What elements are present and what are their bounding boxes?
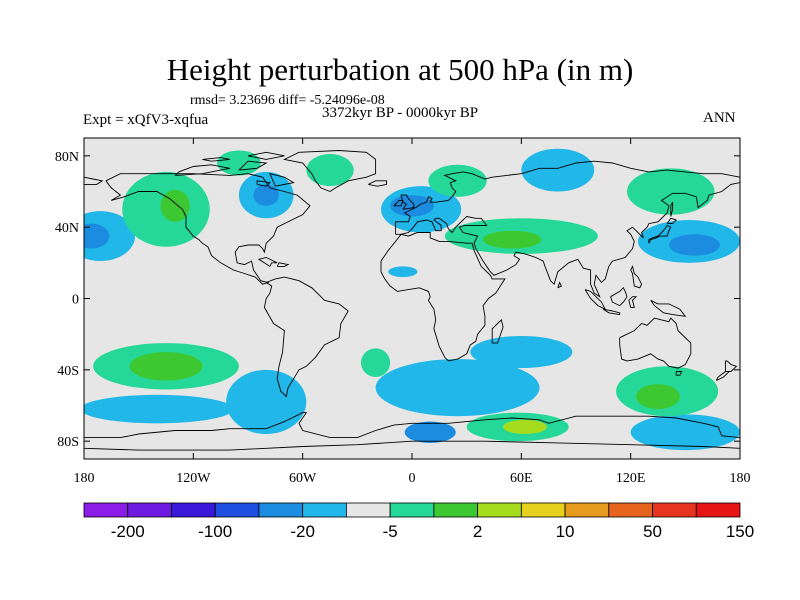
y-tick-label: 40N	[55, 221, 79, 236]
period-label: 3372kyr BP - 0000kyr BP	[322, 105, 479, 121]
coastline-segment	[628, 296, 638, 308]
stats-label: rmsd= 3.23696 diff= -5.24096e-08	[190, 93, 385, 108]
x-tick-label: 60W	[289, 471, 317, 486]
anomaly-se-indian-low	[630, 414, 740, 451]
anomaly-siberia-low	[521, 148, 595, 192]
colorbar-label: -100	[198, 522, 232, 541]
coastline-segment	[84, 176, 104, 185]
anomaly-s-australia-high-core	[636, 384, 680, 410]
coastline-segment	[174, 164, 230, 176]
colorbar-swatch	[171, 502, 216, 518]
x-tick-label: 180	[730, 471, 751, 486]
anomaly-labrador-sea-high	[306, 154, 354, 187]
coastline-segment	[368, 180, 387, 187]
coastline-layer	[84, 150, 740, 451]
anomaly-north-africa-low	[388, 266, 418, 278]
coastline-segment	[491, 319, 504, 344]
coastline-segment	[263, 276, 349, 398]
season-label: ANN	[703, 110, 736, 126]
coastline-segment	[276, 262, 290, 267]
coastline-segment	[724, 360, 738, 373]
anomaly-antarctic-coast-low	[404, 421, 456, 443]
y-tick-label: 80S	[57, 435, 79, 450]
coastline-segment	[675, 371, 683, 376]
axis-ticks: 180 120W 60W 0 60E 120E 180 80N 40N 0 40S 80S	[55, 138, 751, 486]
colorbar-label: -200	[111, 522, 145, 541]
anomaly-s-indian-low-arm	[470, 335, 573, 369]
coastline-segment	[715, 371, 731, 381]
anomaly-nw-pacific-low-core	[668, 234, 720, 256]
coastline-segment	[619, 317, 692, 369]
coastline-segment	[256, 180, 271, 187]
coastline-segment	[400, 194, 415, 210]
anomaly-ne-pacific-low-core	[84, 223, 110, 249]
colorbar-swatch	[127, 502, 172, 518]
coastline-segment	[666, 217, 678, 225]
x-tick-label: 0	[409, 471, 416, 486]
colorbar-label: 50	[643, 522, 662, 541]
anomaly-layer	[84, 148, 740, 451]
x-tick-label: 60E	[510, 471, 533, 486]
y-tick-label: 0	[72, 293, 79, 308]
colorbar-label: -5	[383, 522, 398, 541]
colorbar-swatch	[608, 502, 653, 518]
anomaly-s-pacific-high-core	[129, 352, 203, 381]
coastline-segment	[84, 412, 740, 439]
coastline-segment	[202, 157, 230, 162]
coastline-segment	[105, 173, 311, 285]
coastline-segment	[257, 257, 278, 267]
colorbar: -200 -100 -20 -5 2 10 50 150	[83, 502, 754, 541]
anomaly-southern-ocean-low-band	[84, 394, 234, 424]
colorbar-swatch	[302, 502, 347, 518]
colorbar-swatch	[389, 502, 435, 518]
anomaly-drake-passage-low	[226, 369, 307, 435]
experiment-label: Expt = xQfV3-xqfua	[83, 112, 209, 128]
colorbar-label: 10	[556, 522, 575, 541]
colorbar-swatch	[520, 502, 566, 518]
anomaly-eurasia-high-core	[483, 230, 542, 249]
anomaly-ne-asia-high	[627, 168, 715, 215]
coastline-segment	[84, 440, 740, 451]
anomaly-w-north-america-high-core	[160, 189, 190, 222]
coastline-segment	[380, 232, 506, 362]
y-tick-label: 80N	[55, 150, 79, 165]
anomaly-antarctic-high-core	[503, 419, 547, 435]
colorbar-swatch	[83, 502, 129, 518]
colorbar-swatch	[433, 502, 479, 518]
coastline-segment	[269, 173, 295, 187]
coastline-segment	[247, 151, 285, 160]
anomaly-scandinavia-high	[428, 164, 487, 197]
colorbar-label: 2	[473, 522, 482, 541]
colorbar-label: -20	[290, 522, 315, 541]
colorbar-swatch	[345, 502, 391, 518]
colorbar-label: 150	[726, 522, 754, 541]
coastline-segment	[238, 160, 268, 171]
anomaly-nw-atlantic-low-core	[253, 184, 279, 206]
colorbar-swatch	[652, 502, 697, 518]
x-tick-label: 120W	[176, 471, 211, 486]
coastline-segment	[282, 150, 377, 192]
x-tick-label: 180	[74, 471, 95, 486]
coastline-segment	[395, 160, 740, 298]
x-tick-label: 120E	[616, 471, 646, 486]
colorbar-swatch	[477, 502, 522, 518]
chart-title: Height perturbation at 500 hPa (in m)	[166, 52, 634, 87]
coastline-segment	[610, 287, 628, 307]
coastline-segment	[603, 308, 621, 316]
coastline-segment	[557, 281, 563, 289]
coastline-segment	[648, 224, 672, 244]
coastline-segment	[670, 201, 674, 217]
coastline-segment	[630, 265, 643, 289]
anomaly-s-indian-low-band	[375, 359, 540, 417]
anomaly-s-atlantic-high	[360, 348, 391, 377]
y-tick-label: 40S	[57, 364, 79, 379]
colorbar-swatch	[258, 502, 304, 518]
coastline-segment	[650, 299, 687, 317]
colorbar-swatch	[695, 502, 741, 518]
colorbar-swatch	[214, 502, 260, 518]
colorbar-swatch	[564, 502, 610, 518]
